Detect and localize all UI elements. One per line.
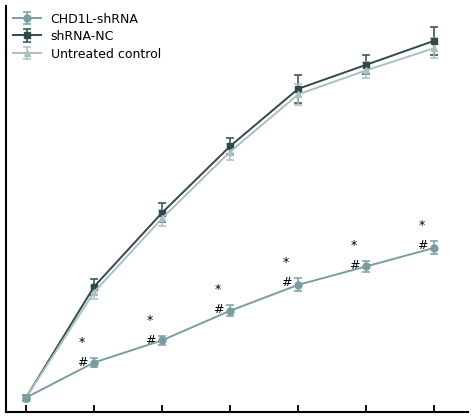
- Text: *: *: [419, 219, 425, 232]
- Legend: CHD1L-shRNA, shRNA-NC, Untreated control: CHD1L-shRNA, shRNA-NC, Untreated control: [9, 9, 164, 64]
- Text: #: #: [281, 276, 291, 289]
- Text: #: #: [145, 334, 155, 347]
- Text: *: *: [283, 256, 289, 269]
- Text: #: #: [349, 259, 359, 272]
- Text: #: #: [213, 303, 223, 316]
- Text: *: *: [79, 336, 85, 349]
- Text: #: #: [417, 240, 428, 252]
- Text: *: *: [147, 314, 153, 326]
- Text: #: #: [76, 356, 87, 369]
- Text: *: *: [351, 239, 357, 252]
- Text: *: *: [215, 283, 221, 296]
